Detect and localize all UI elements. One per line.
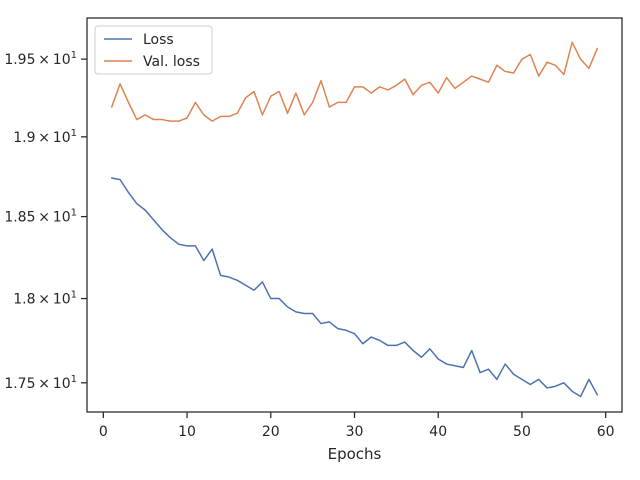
x-axis: 0 10 20 30 40 50 60 — [99, 412, 615, 440]
y-tick-label: 1.85 × 101 — [4, 208, 77, 226]
x-tick-label: 10 — [178, 424, 196, 440]
series-line-loss — [110, 177, 599, 398]
x-tick-label: 30 — [346, 424, 364, 440]
x-axis-title: Epochs — [328, 445, 382, 463]
legend: Loss Val. loss — [94, 25, 213, 75]
y-tick-label: 1.95 × 101 — [4, 50, 77, 68]
series-line-val-loss — [110, 41, 599, 122]
x-tick-label: 0 — [99, 424, 108, 440]
x-tick-label: 20 — [262, 424, 280, 440]
series-layer — [110, 41, 599, 398]
x-tick-label: 60 — [597, 424, 615, 440]
legend-box — [94, 25, 213, 75]
legend-label: Val. loss — [143, 54, 200, 70]
y-tick-label: 1.75 × 101 — [4, 374, 77, 392]
y-axis: 1.75 × 101 1.8 × 101 1.85 × 101 1.9 × 101 1.… — [4, 50, 87, 392]
y-tick-label: 1.8 × 101 — [13, 290, 77, 308]
x-tick-label: 40 — [429, 424, 447, 440]
y-tick-label: 1.9 × 101 — [13, 128, 77, 146]
x-tick-label: 50 — [513, 424, 531, 440]
legend-label: Loss — [143, 32, 174, 48]
